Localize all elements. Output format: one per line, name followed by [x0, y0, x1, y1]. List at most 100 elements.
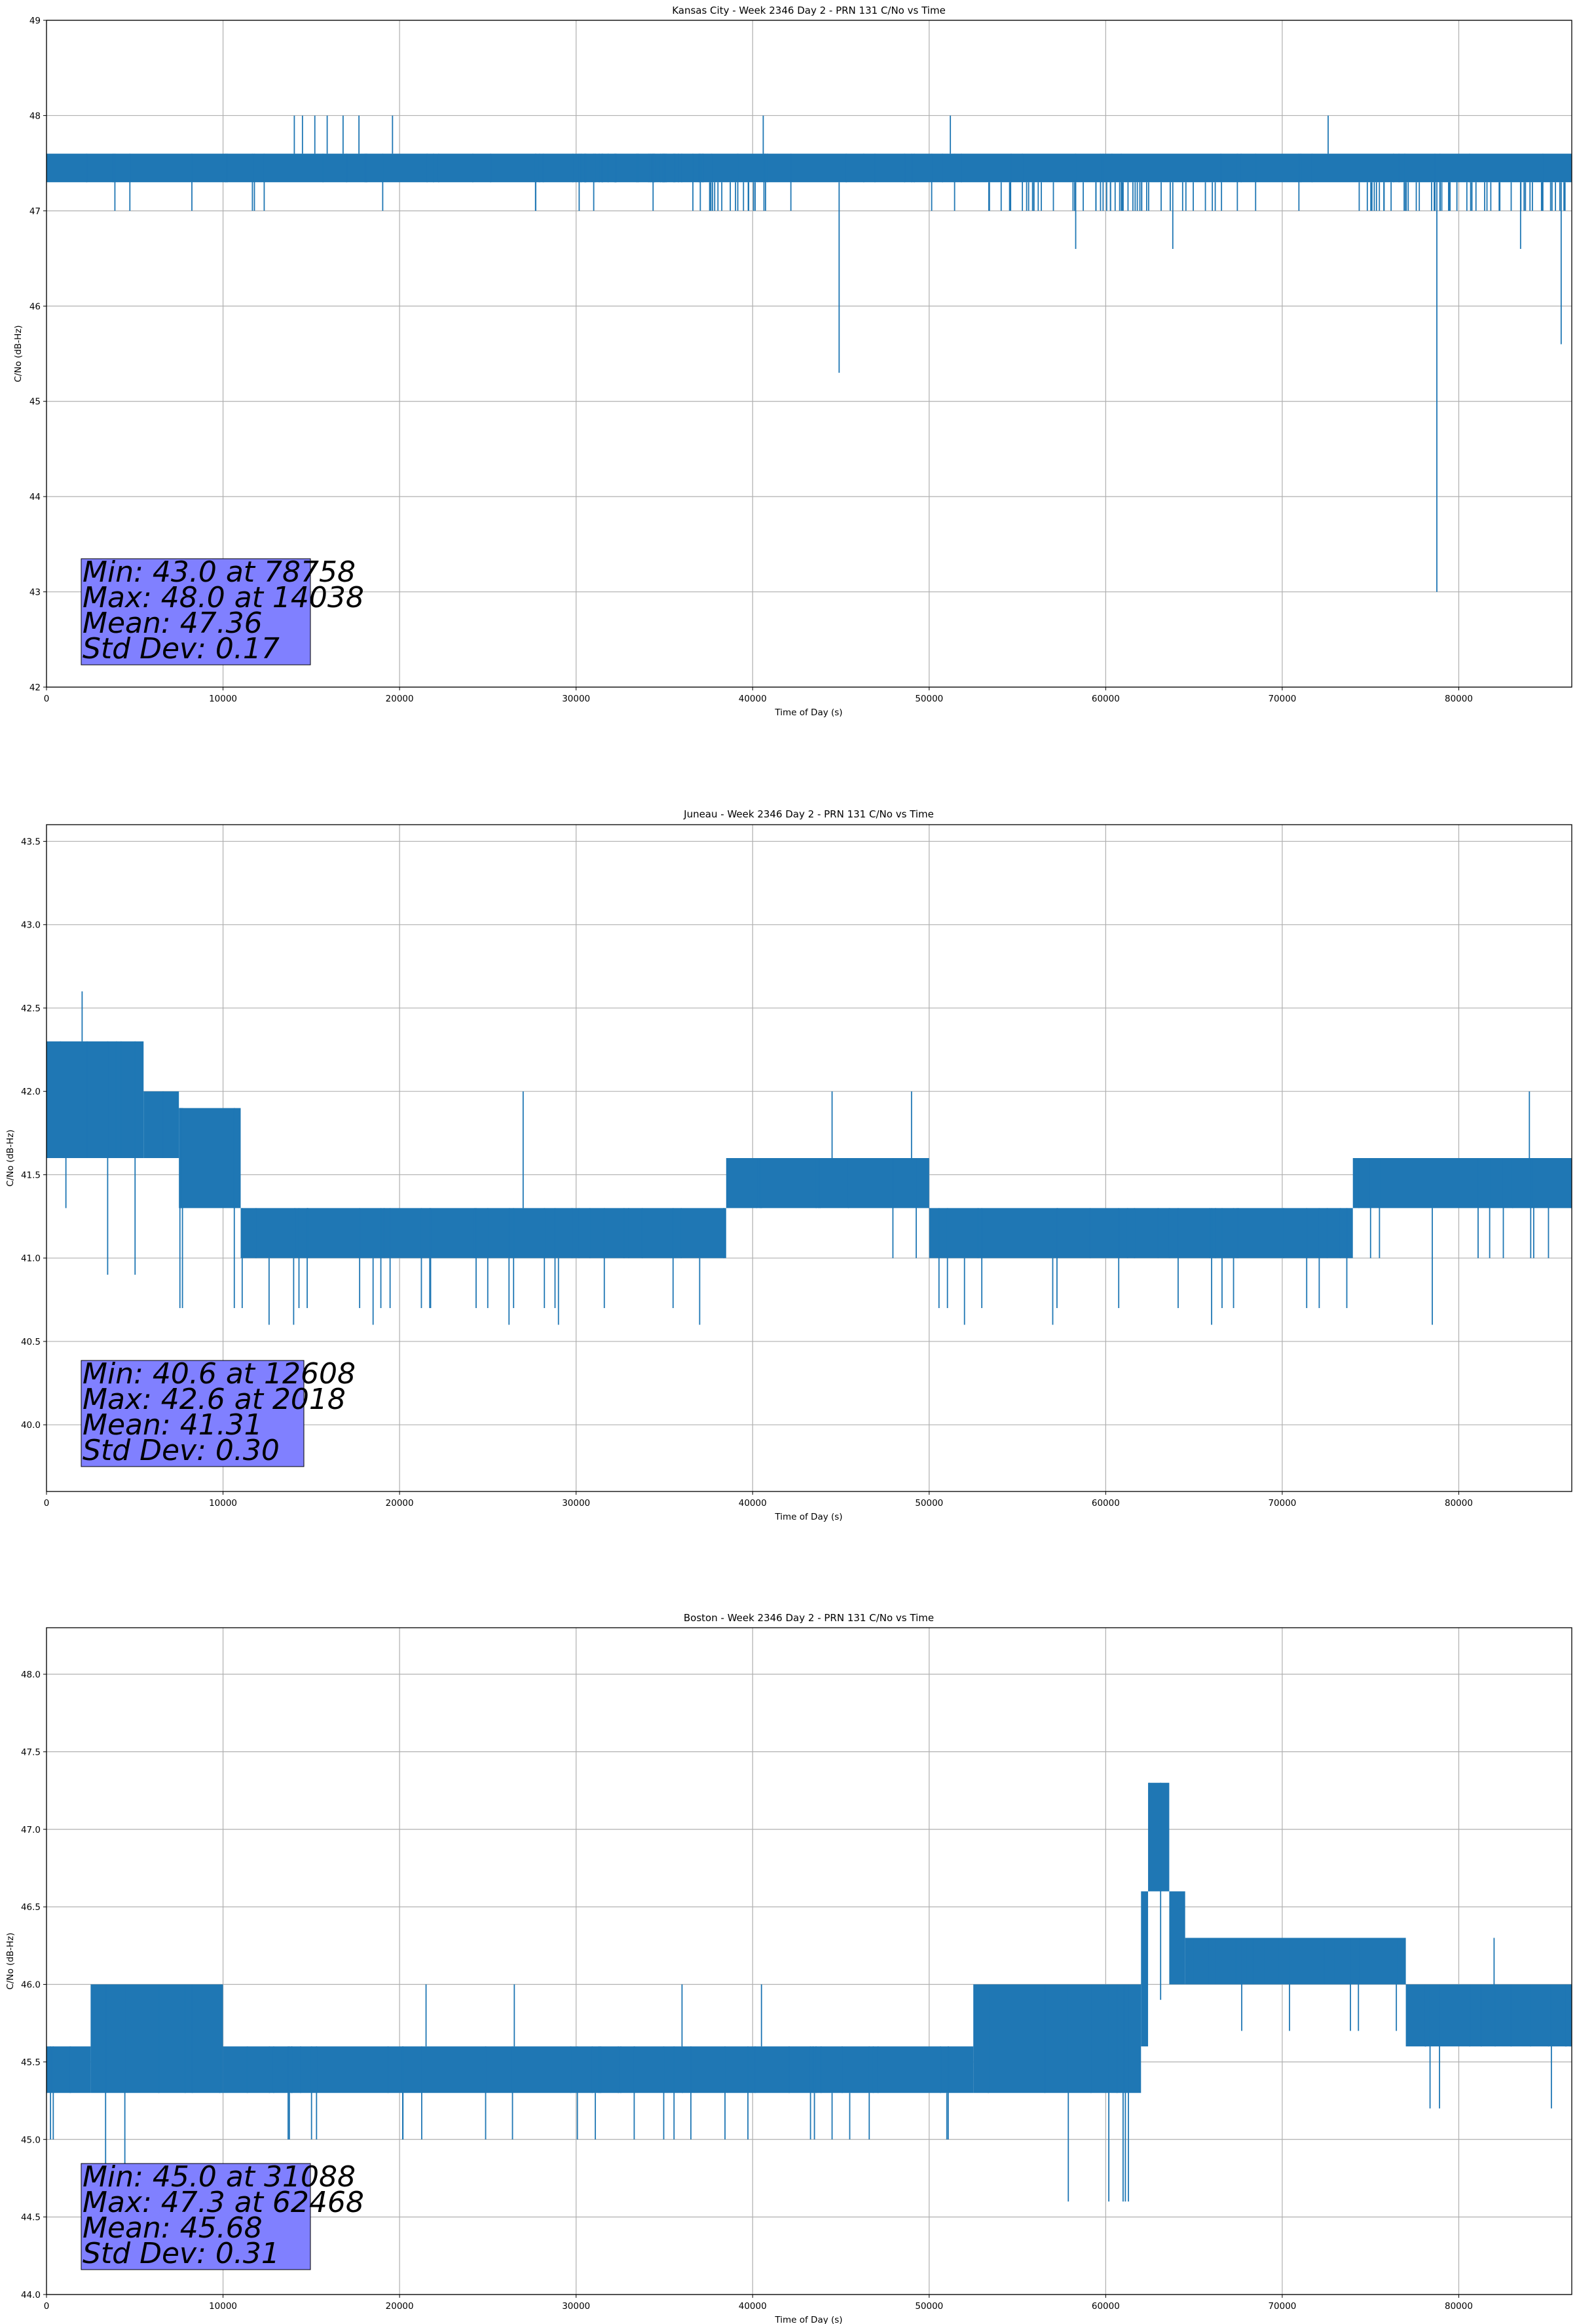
y-tick-label: 46.0: [21, 1980, 41, 1991]
stats-box: Min: 40.6 at 12608 Max: 42.6 at 2018 Mea…: [81, 1357, 356, 1467]
data-band: [1352, 1158, 1572, 1209]
y-tick-label: 44: [29, 492, 41, 502]
y-axis-label: C/No (dB-Hz): [5, 1129, 16, 1186]
y-tick-label: 45: [29, 397, 41, 407]
x-tick-label: 40000: [739, 694, 767, 704]
x-tick-label: 60000: [1092, 1498, 1120, 1509]
stat-mean: Mean: 47.36: [83, 607, 263, 640]
panel-boston: Boston - Week 2346 Day 2 - PRN 131 C/No …: [5, 1612, 1572, 2324]
y-tick-label: 43: [29, 588, 41, 598]
x-tick-label: 0: [44, 694, 50, 704]
x-tick-label: 30000: [562, 1498, 590, 1509]
y-tick-label: 46.5: [21, 1902, 41, 1913]
y-tick-label: 48.0: [21, 1670, 41, 1680]
stat-std-dev: Std Dev: 0.31: [83, 2237, 280, 2270]
data-band: [973, 1984, 1141, 2093]
x-tick-label: 10000: [209, 694, 237, 704]
y-tick-label: 49: [29, 16, 41, 26]
y-tick-label: 42.5: [21, 1003, 41, 1014]
data-band: [929, 1208, 1353, 1258]
x-tick-label: 50000: [915, 2301, 943, 2312]
stat-mean: Mean: 45.68: [83, 2211, 263, 2245]
tick-layer: 0 10000 20000 30000 40000 50000 60000 70000 8000…: [29, 16, 1473, 704]
tick-layer: 0 10000 20000 30000 40000 50000 60000 70000 8000…: [21, 836, 1473, 1509]
x-tick-label: 60000: [1092, 2301, 1120, 2312]
y-tick-label: 47.5: [21, 1747, 41, 1757]
x-tick-label: 50000: [915, 1498, 943, 1509]
y-axis-label: C/No (dB-Hz): [13, 325, 24, 382]
y-tick-label: 44.0: [21, 2290, 41, 2300]
stat-min: Min: 40.6 at 12608: [83, 1357, 356, 1391]
stats-box: Min: 43.0 at 78758 Max: 48.0 at 14038 Me…: [81, 555, 364, 665]
data-band: [1141, 1891, 1149, 2047]
stats-box: Min: 45.0 at 31088 Max: 47.3 at 62468 Me…: [81, 2160, 364, 2270]
panel-juneau: Juneau - Week 2346 Day 2 - PRN 131 C/No …: [5, 808, 1572, 1522]
data-band: [46, 1041, 144, 1158]
chart-title: Boston - Week 2346 Day 2 - PRN 131 C/No …: [684, 1612, 934, 1624]
data-band: [179, 1108, 241, 1209]
stat-max: Max: 47.3 at 62468: [83, 2186, 364, 2219]
y-tick-label: 43.0: [21, 920, 41, 931]
tick-layer: 0 10000 20000 30000 40000 50000 60000 70000 8000…: [21, 1670, 1473, 2312]
stat-max: Max: 48.0 at 14038: [83, 581, 364, 614]
stat-std-dev: Std Dev: 0.17: [83, 632, 280, 665]
y-tick-label: 46: [29, 301, 41, 312]
stats-box-background: [81, 1360, 305, 1467]
stat-mean: Mean: 41.31: [83, 1408, 263, 1442]
chart-title: Juneau - Week 2346 Day 2 - PRN 131 C/No …: [683, 808, 934, 820]
data-layer: [46, 991, 1572, 1325]
x-tick-label: 60000: [1092, 694, 1120, 704]
x-tick-label: 70000: [1268, 2301, 1296, 2312]
data-band: [1148, 1782, 1170, 1892]
y-tick-label: 43.5: [21, 836, 41, 847]
data-band: [46, 153, 1572, 183]
x-axis-label: Time of Day (s): [774, 707, 842, 718]
x-tick-label: 20000: [386, 1498, 414, 1509]
data-band: [240, 1208, 726, 1258]
x-tick-label: 20000: [386, 2301, 414, 2312]
y-tick-label: 42.0: [21, 1087, 41, 1097]
data-band: [1185, 1938, 1406, 1985]
x-tick-label: 0: [44, 1498, 50, 1509]
y-tick-label: 40.5: [21, 1337, 41, 1347]
y-tick-label: 44.5: [21, 2213, 41, 2223]
plot-frame: [46, 1627, 1572, 2295]
x-tick-label: 70000: [1268, 1498, 1296, 1509]
plot-frame: [46, 20, 1572, 688]
y-tick-label: 47: [29, 206, 41, 217]
x-axis-label: Time of Day (s): [774, 1512, 842, 1522]
y-tick-label: 41.5: [21, 1170, 41, 1180]
stat-min: Min: 45.0 at 31088: [83, 2160, 356, 2194]
x-tick-label: 80000: [1445, 1498, 1473, 1509]
stats-box-background: [81, 558, 311, 665]
stats-box-background: [81, 2163, 311, 2270]
y-tick-label: 40.0: [21, 1420, 41, 1431]
x-axis-label: Time of Day (s): [774, 2315, 842, 2324]
data-band: [143, 1091, 179, 1158]
x-tick-label: 10000: [209, 2301, 237, 2312]
x-tick-label: 20000: [386, 694, 414, 704]
x-tick-label: 30000: [562, 694, 590, 704]
y-tick-label: 41.0: [21, 1254, 41, 1264]
y-tick-label: 45.5: [21, 2057, 41, 2068]
stat-max: Max: 42.6 at 2018: [83, 1383, 346, 1416]
x-tick-label: 10000: [209, 1498, 237, 1509]
y-axis-label: C/No (dB-Hz): [5, 1932, 16, 1989]
y-tick-label: 42: [29, 683, 41, 693]
x-tick-label: 30000: [562, 2301, 590, 2312]
data-band: [90, 1984, 223, 2093]
data-band: [223, 2046, 974, 2093]
x-tick-label: 40000: [739, 2301, 767, 2312]
chart-title: Kansas City - Week 2346 Day 2 - PRN 131 …: [672, 5, 946, 16]
stat-min: Min: 43.0 at 78758: [83, 555, 356, 589]
x-tick-label: 0: [44, 2301, 50, 2312]
y-tick-label: 48: [29, 111, 41, 121]
x-tick-label: 80000: [1445, 694, 1473, 704]
x-tick-label: 40000: [739, 1498, 767, 1509]
data-layer: [46, 1782, 1572, 2202]
plot-frame: [46, 824, 1572, 1492]
y-tick-label: 45.0: [21, 2135, 41, 2145]
panel-kansas-city: Kansas City - Week 2346 Day 2 - PRN 131 …: [13, 5, 1572, 718]
x-tick-label: 70000: [1268, 694, 1296, 704]
